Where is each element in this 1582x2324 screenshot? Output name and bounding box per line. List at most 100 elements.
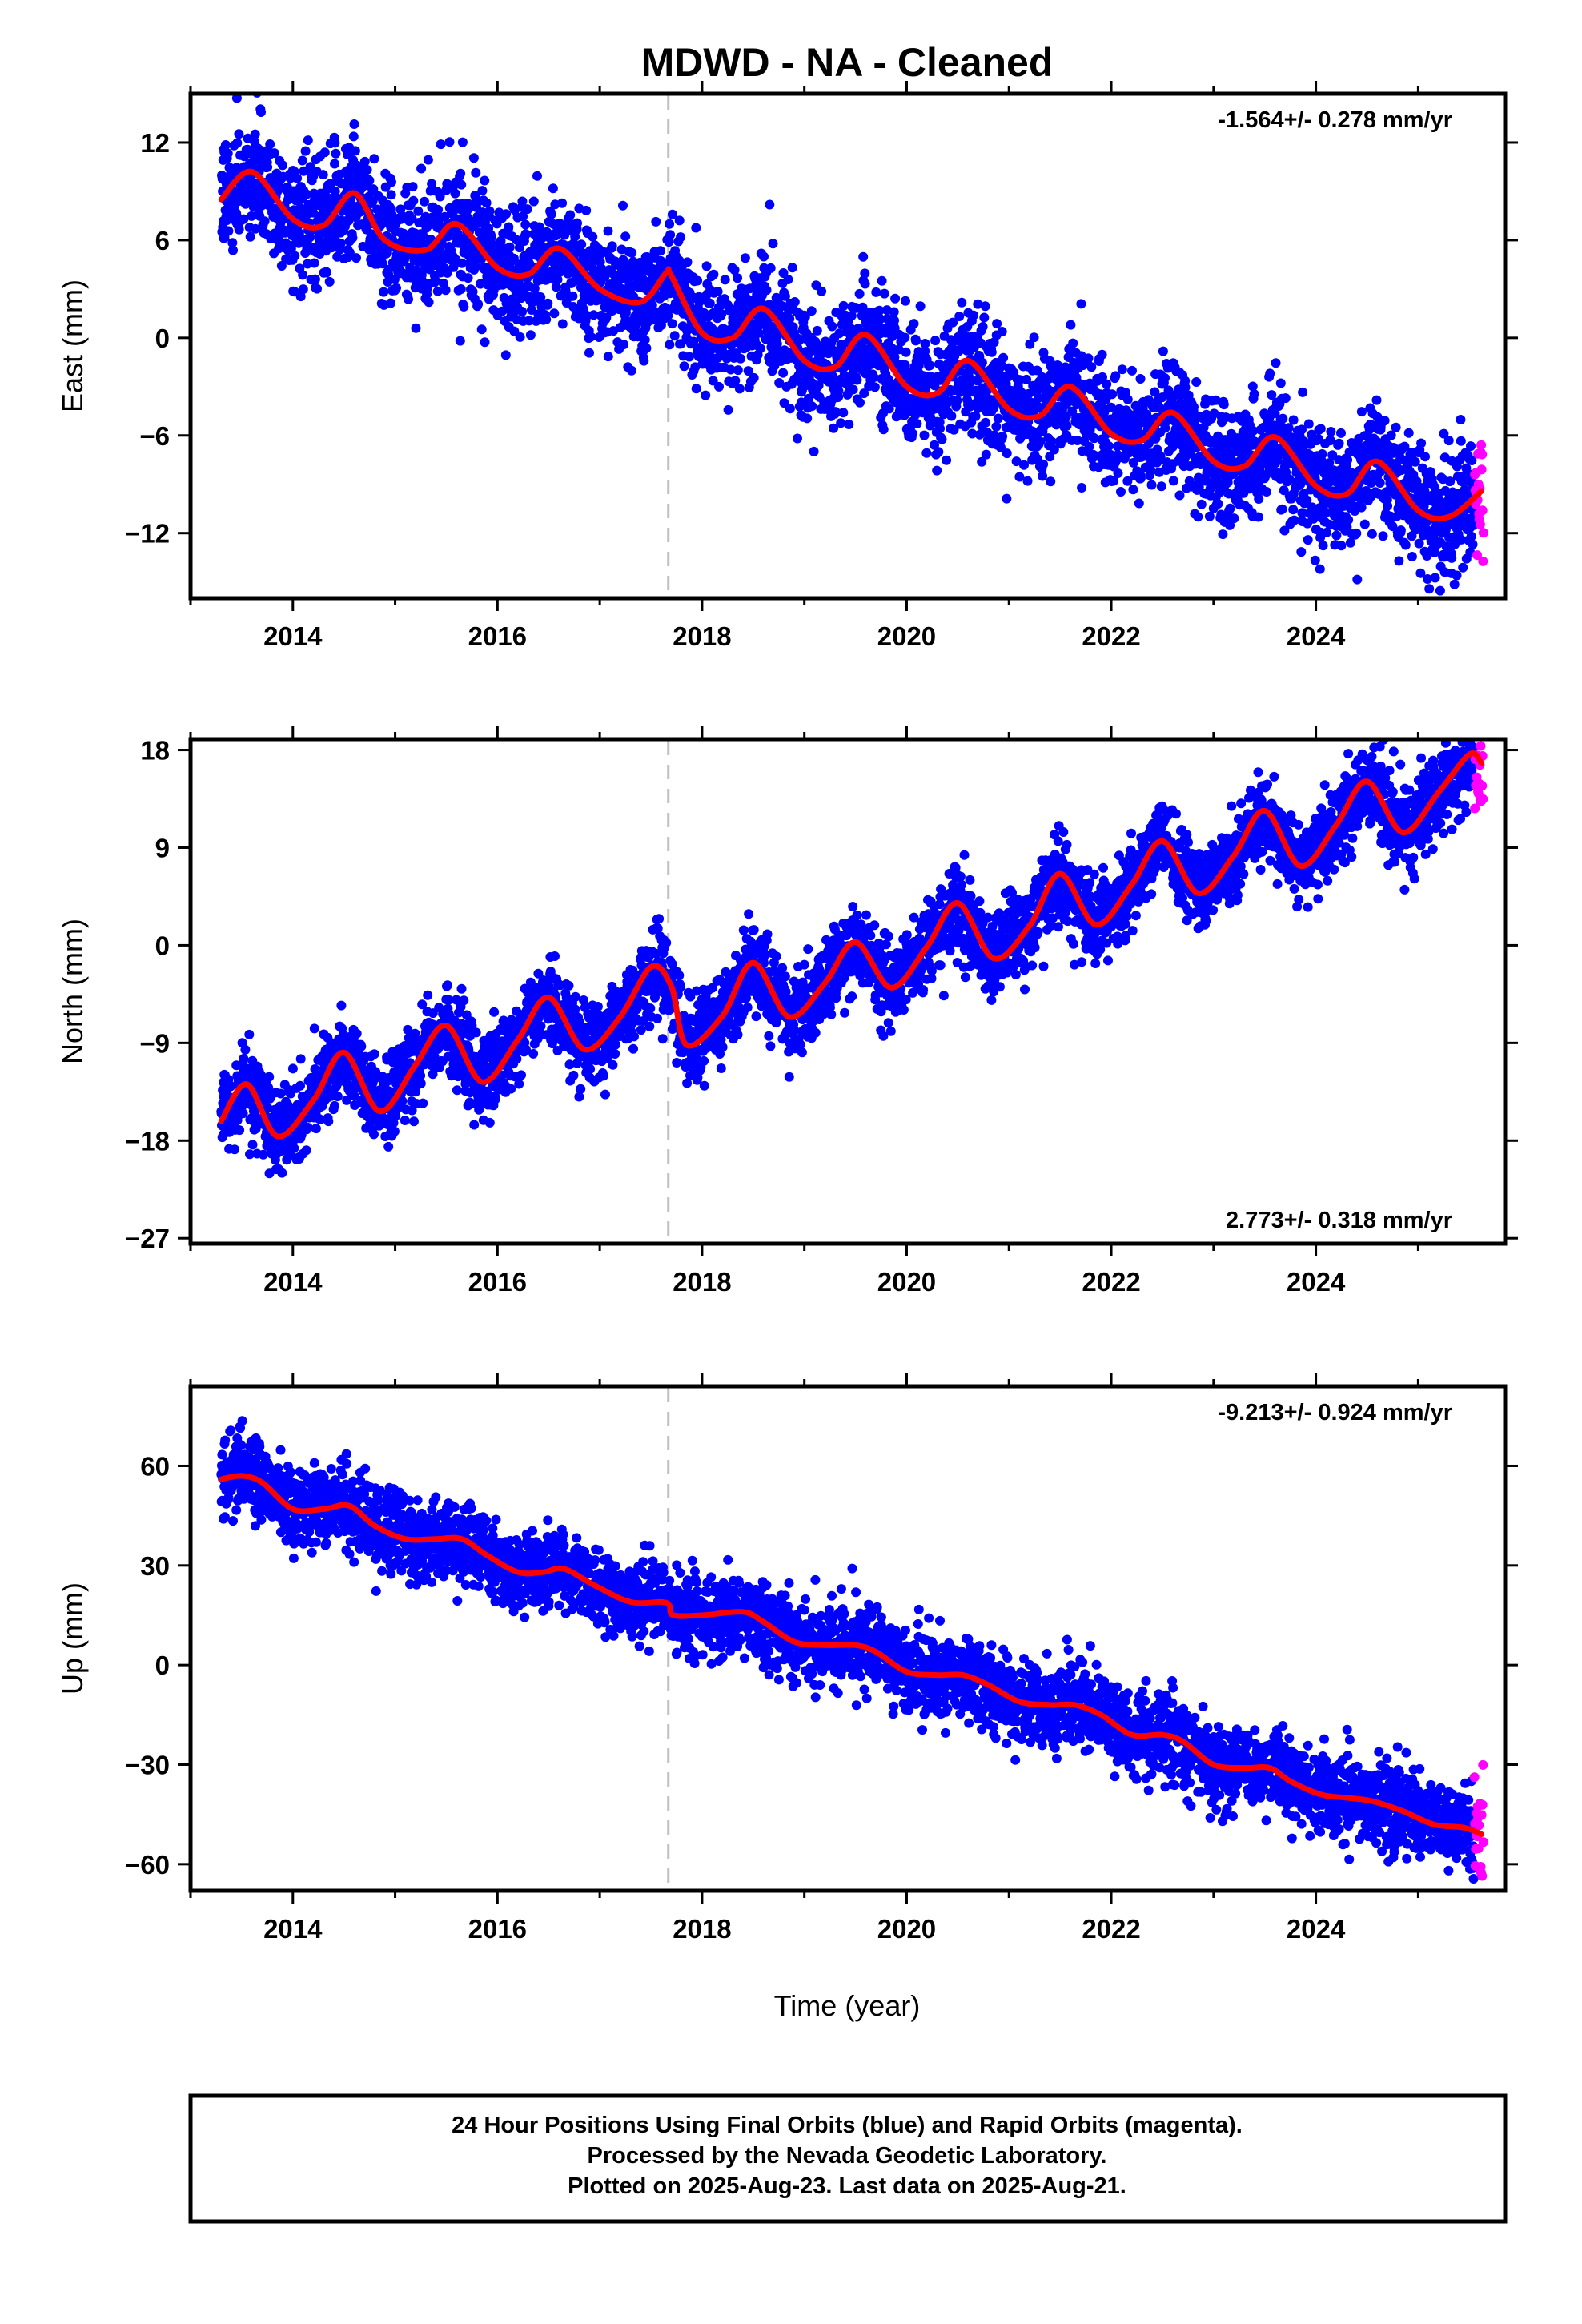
final-orbit-point	[386, 190, 396, 200]
final-orbit-point	[806, 306, 817, 316]
final-orbit-point	[455, 336, 465, 346]
final-orbit-point	[294, 228, 304, 239]
final-orbit-point	[278, 160, 287, 171]
final-orbit-point	[957, 297, 967, 308]
final-orbit-point	[1128, 485, 1138, 495]
final-orbit-point	[1196, 499, 1207, 509]
final-orbit-point	[1298, 387, 1308, 397]
final-orbit-point	[379, 287, 389, 297]
final-orbit-point	[1135, 473, 1146, 484]
final-orbit-point	[1352, 574, 1363, 585]
final-orbit-point	[877, 275, 887, 286]
final-orbit-point	[1367, 529, 1377, 539]
final-orbit-point	[878, 424, 889, 435]
x-tick-label: 2018	[673, 621, 731, 651]
final-orbit-point	[546, 209, 556, 219]
final-orbit-point	[250, 129, 260, 139]
final-orbit-point	[408, 182, 418, 192]
final-orbit-point	[717, 309, 727, 320]
final-orbit-point	[259, 216, 270, 227]
final-orbit-point	[1160, 373, 1170, 383]
final-orbit-point	[484, 206, 495, 216]
final-orbit-point	[1288, 505, 1299, 515]
final-orbit-point	[787, 263, 797, 273]
final-orbit-point	[935, 424, 945, 434]
final-orbit-point	[302, 189, 311, 199]
final-orbit-point	[369, 154, 379, 164]
final-orbit-point	[682, 257, 693, 267]
final-orbit-point	[1456, 436, 1466, 446]
final-orbit-point	[913, 360, 924, 371]
final-orbit-point	[734, 384, 745, 394]
final-orbit-point	[433, 204, 444, 215]
final-orbit-point	[998, 431, 1008, 441]
final-orbit-point	[618, 200, 628, 211]
final-orbit-point	[309, 258, 319, 268]
final-orbit-point	[800, 312, 810, 322]
final-orbit-point	[778, 368, 789, 378]
final-orbit-point	[827, 321, 837, 332]
final-orbit-point	[667, 319, 677, 329]
final-orbit-point	[351, 253, 361, 263]
final-orbit-point	[230, 1144, 240, 1155]
final-orbit-point	[477, 186, 488, 196]
final-orbit-point	[1271, 358, 1281, 368]
final-orbit-point	[331, 148, 341, 159]
final-orbit-point	[486, 232, 496, 243]
final-orbit-point	[860, 268, 870, 279]
final-orbit-point	[755, 344, 765, 353]
final-orbit-point	[560, 230, 570, 240]
final-orbit-point	[529, 283, 540, 294]
final-orbit-point	[1447, 553, 1457, 563]
final-orbit-point	[830, 407, 841, 417]
final-orbit-point	[759, 251, 769, 262]
final-orbit-point	[997, 327, 1007, 336]
final-orbit-point	[889, 307, 899, 317]
final-orbit-point	[942, 455, 952, 465]
final-orbit-point	[324, 276, 335, 287]
final-orbit-point	[890, 293, 901, 304]
final-orbit-point	[807, 401, 817, 412]
final-orbit-point	[723, 404, 733, 415]
final-orbit-point	[809, 446, 819, 456]
final-orbit-point	[389, 1126, 400, 1136]
final-orbit-point	[411, 323, 421, 333]
final-orbit-point	[1066, 320, 1076, 330]
final-orbit-point	[603, 226, 613, 236]
final-orbit-point	[1135, 374, 1146, 384]
final-orbit-point	[534, 222, 544, 232]
final-orbit-point	[1219, 400, 1229, 410]
final-orbit-point	[1321, 528, 1331, 537]
final-orbit-point	[875, 314, 885, 324]
final-orbit-point	[459, 301, 469, 312]
final-orbit-point	[1289, 515, 1299, 525]
final-orbit-point	[1466, 531, 1476, 541]
final-orbit-point	[729, 265, 740, 275]
final-orbit-point	[541, 314, 552, 324]
final-orbit-point	[684, 352, 694, 362]
final-orbit-point	[714, 381, 724, 392]
final-orbit-point	[1430, 573, 1440, 583]
final-orbit-point	[471, 262, 480, 272]
final-orbit-point	[1107, 389, 1118, 400]
final-orbit-point	[1334, 438, 1344, 448]
final-orbit-point	[300, 146, 311, 156]
final-orbit-point	[1296, 547, 1307, 557]
final-orbit-point	[1168, 476, 1178, 486]
final-orbit-point	[901, 347, 911, 357]
final-orbit-point	[292, 173, 303, 183]
final-orbit-point	[1068, 338, 1078, 348]
final-orbit-point	[231, 94, 242, 103]
final-orbit-point	[586, 332, 596, 342]
final-orbit-point	[1191, 377, 1202, 387]
final-orbit-point	[456, 179, 467, 190]
final-orbit-point	[476, 324, 487, 335]
final-orbit-point	[1022, 476, 1033, 486]
final-orbit-point	[1265, 368, 1275, 379]
final-orbit-point	[783, 275, 793, 284]
final-orbit-point	[565, 210, 576, 220]
final-orbit-point	[456, 258, 467, 268]
final-orbit-point	[952, 396, 962, 406]
final-orbit-point	[501, 209, 512, 219]
final-orbit-point	[874, 305, 885, 316]
